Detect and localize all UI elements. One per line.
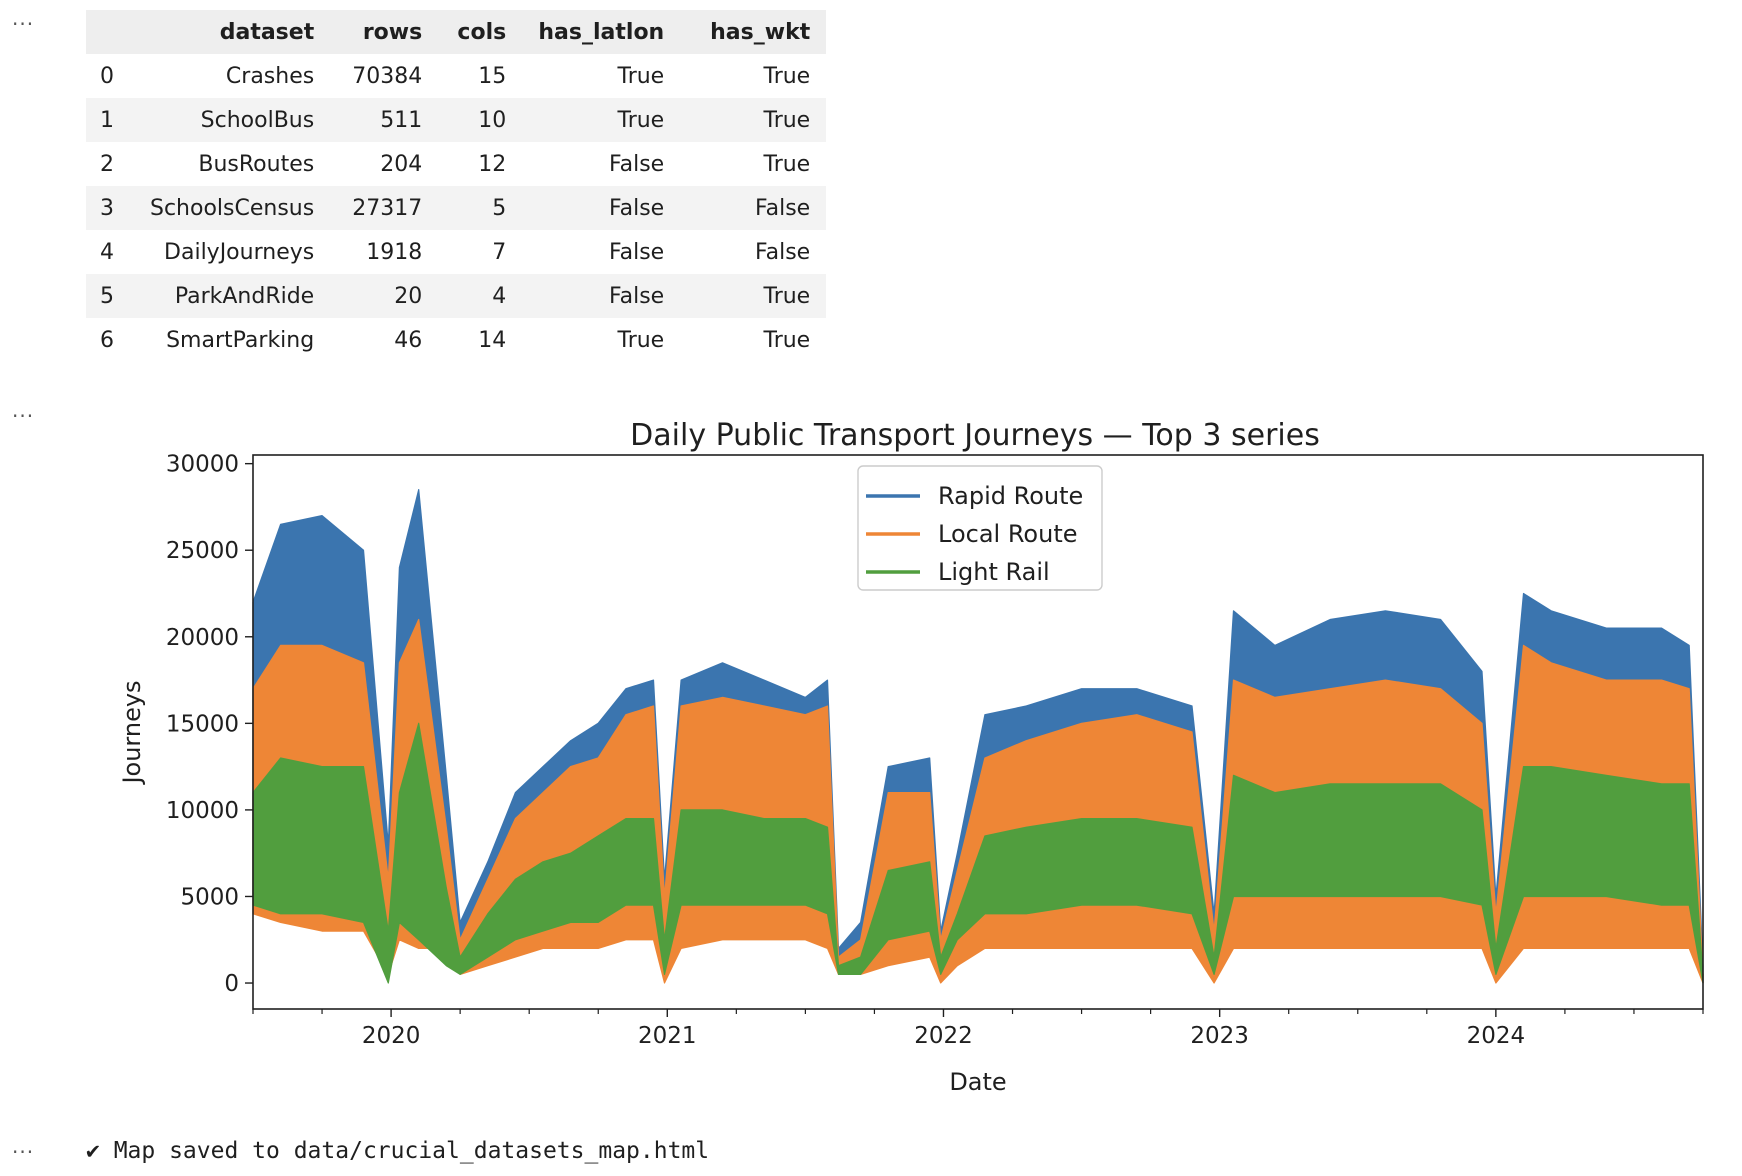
table-row: 2 BusRoutes 204 12 False True [86,142,827,186]
cell-has-latlon: False [608,151,665,177]
cell-has-wkt: True [763,107,811,133]
y-tick-label: 15000 [166,711,239,737]
cell-output-menu[interactable]: ··· [12,1140,35,1164]
x-tick-label: 2024 [1467,1023,1526,1049]
dataframe-table: dataset rows cols has_latlon has_wkt 0 Cr… [86,10,827,362]
table-row: 6 SmartParking 46 14 True True [86,318,827,362]
row-index: 1 [100,107,114,133]
cell-has-wkt: False [754,195,811,221]
x-tick-label: 2022 [914,1023,973,1049]
cell-rows: 46 [394,327,423,353]
y-tick-label: 0 [224,971,239,997]
x-axis-label: Date [949,1068,1006,1096]
cell-has-latlon: True [617,327,665,353]
chart-legend: Rapid Route Local Route Light Rail [857,465,1103,591]
cell-has-latlon: False [608,239,665,265]
column-header-has-wkt: has_wkt [680,10,827,54]
series-area-group [252,489,1704,984]
cell-dataset: SmartParking [166,327,315,353]
row-index: 0 [100,63,114,89]
legend-label: Light Rail [938,558,1050,586]
output-cell-text: ··· ✔ Map saved to data/crucial_datasets… [0,1136,1742,1176]
cell-dataset: SchoolsCensus [150,195,315,221]
cell-dataset: BusRoutes [198,151,315,177]
table-row: 1 SchoolBus 511 10 True True [86,98,827,142]
cell-has-latlon: False [608,283,665,309]
cell-cols: 5 [492,195,507,221]
cell-has-wkt: True [763,63,811,89]
cell-cols: 12 [478,151,507,177]
journeys-line-chart: Daily Public Transport Journeys — Top 3 … [118,418,1704,1096]
cell-dataset: DailyJourneys [164,239,315,265]
cell-dataset: Crashes [225,63,315,89]
y-tick-label: 30000 [166,452,239,478]
table-row: 4 DailyJourneys 1918 7 False False [86,230,827,274]
cell-cols: 15 [478,63,507,89]
cell-has-latlon: True [617,107,665,133]
x-tick-label: 2023 [1190,1023,1249,1049]
column-header-index [86,10,134,54]
row-index: 6 [100,327,114,353]
cell-has-wkt: True [763,151,811,177]
cell-has-wkt: True [763,327,811,353]
y-tick-label: 10000 [166,798,239,824]
output-cell-chart: ··· Daily Public Transport Journeys — To… [0,400,1742,1120]
cell-output-menu[interactable]: ··· [12,12,35,36]
column-header-cols: cols [438,10,523,54]
column-header-has-latlon: has_latlon [522,10,681,54]
y-tick-label: 20000 [166,625,239,651]
table-row: 5 ParkAndRide 20 4 False True [86,274,827,318]
y-tick-label: 25000 [166,538,239,564]
row-index: 3 [100,195,114,221]
cell-cols: 10 [478,107,507,133]
table-row: 0 Crashes 70384 15 True True [86,54,827,98]
y-tick-label: 5000 [180,884,239,910]
legend-label: Rapid Route [938,482,1083,510]
table-row: 3 SchoolsCensus 27317 5 False False [86,186,827,230]
x-tick-label: 2020 [362,1023,421,1049]
series-line-local-route [252,618,1704,984]
cell-has-latlon: False [608,195,665,221]
y-axis: 0 5000 10000 15000 20000 25000 30000 [166,452,253,997]
x-tick-label: 2021 [638,1023,697,1049]
chart-title: Daily Public Transport Journeys — Top 3 … [630,418,1320,453]
y-axis-label: Journeys [118,680,146,785]
row-index: 5 [100,283,114,309]
cell-has-wkt: True [763,283,811,309]
x-axis: 2020 2021 2022 2023 2024 [252,1009,1704,1049]
cell-has-wkt: False [754,239,811,265]
table-header-row: dataset rows cols has_latlon has_wkt [86,10,827,54]
cell-rows: 511 [380,107,423,133]
cell-has-latlon: True [617,63,665,89]
column-header-rows: rows [330,10,439,54]
map-saved-message: ✔ Map saved to data/crucial_datasets_map… [86,1138,710,1164]
cell-cols: 4 [492,283,507,309]
cell-rows: 1918 [366,239,423,265]
cell-rows: 204 [380,151,423,177]
cell-cols: 7 [492,239,507,265]
legend-label: Local Route [938,520,1078,548]
cell-rows: 20 [394,283,423,309]
cell-rows: 27317 [352,195,423,221]
cell-cols: 14 [478,327,507,353]
cell-output-menu[interactable]: ··· [12,404,35,428]
row-index: 4 [100,239,114,265]
cell-dataset: ParkAndRide [174,283,315,309]
row-index: 2 [100,151,114,177]
column-header-dataset: dataset [134,10,331,54]
cell-rows: 70384 [352,63,423,89]
cell-dataset: SchoolBus [200,107,315,133]
output-cell-table: ··· dataset rows cols has_latlon has_wkt… [0,0,1742,370]
plot-frame [252,454,1704,1010]
